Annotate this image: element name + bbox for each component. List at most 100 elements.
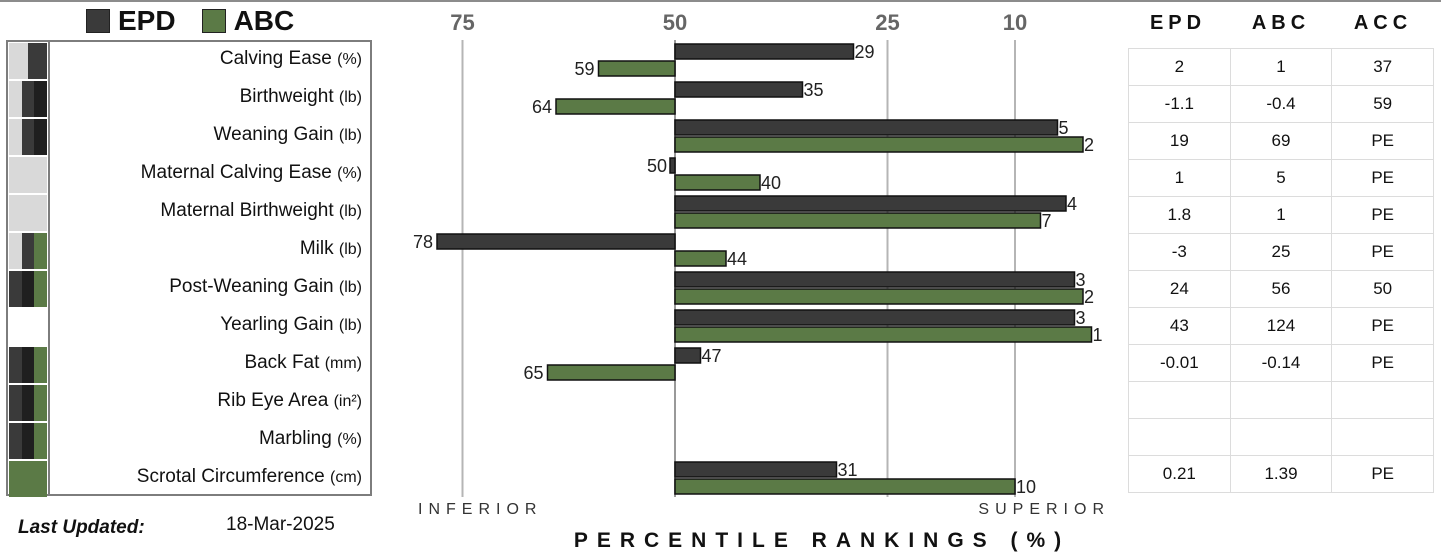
trait-name: Birthweight (239, 86, 339, 107)
bar-epd (674, 43, 855, 60)
trait-label: Maternal Birthweight (lb) (160, 192, 362, 230)
trait-unit: (%) (337, 165, 362, 182)
table-cell: PE (1331, 307, 1434, 345)
bar-value-label: 29 (855, 42, 875, 62)
table-cell: PE (1331, 233, 1434, 271)
indicator-column (8, 42, 50, 497)
trait-unit: (%) (337, 431, 362, 448)
bar-abc (674, 288, 1084, 305)
table-header-epd: EPD (1149, 12, 1207, 34)
table-row: -3 25 PE (1128, 233, 1434, 271)
bar-epd (669, 157, 676, 174)
table-row: 1.8 1 PE (1128, 196, 1434, 234)
table-row (1128, 381, 1434, 419)
trait-indicator (9, 309, 47, 345)
indicator-segment (9, 461, 47, 497)
table-cell: PE (1331, 196, 1434, 234)
bar-value-label: 44 (727, 249, 747, 269)
legend: EPD ABC (86, 4, 320, 38)
trait-name: Post-Weaning Gain (169, 276, 339, 297)
table-cell: 37 (1331, 48, 1434, 86)
trait-name: Milk (299, 238, 339, 259)
superior-label: SUPERIOR (978, 501, 1110, 518)
trait-name: Weaning Gain (213, 124, 339, 145)
trait-unit: (%) (337, 51, 362, 68)
trait-label: Post-Weaning Gain (lb) (169, 268, 362, 306)
bar-value-label: 47 (702, 346, 722, 366)
trait-indicator (9, 271, 47, 307)
x-tick-label: 10 (1003, 10, 1027, 35)
indicator-segment (28, 43, 47, 79)
trait-label: Back Fat (mm) (244, 344, 362, 382)
bar-epd (674, 195, 1067, 212)
trait-unit: (cm) (330, 469, 362, 486)
indicator-segment (34, 423, 47, 459)
table-cell: 69 (1229, 122, 1333, 160)
legend-label-abc: ABC (233, 5, 295, 36)
trait-label: Milk (lb) (300, 230, 362, 268)
table-cell: 0.21 (1128, 455, 1231, 493)
trait-indicator (9, 423, 47, 459)
trait-unit: (lb) (338, 317, 362, 334)
indicator-segment (34, 119, 47, 155)
bar-epd (674, 347, 702, 364)
trait-indicator (9, 461, 47, 497)
bar-abc (674, 478, 1016, 495)
indicator-segment (9, 347, 22, 383)
trait-label: Calving Ease (%) (220, 40, 362, 78)
table-row: -0.01 -0.14 PE (1128, 344, 1434, 382)
trait-name: Back Fat (244, 352, 325, 373)
table-cell: 1 (1128, 159, 1231, 197)
bar-value-label: 64 (532, 97, 552, 117)
bar-value-label: 50 (647, 156, 667, 176)
trait-indicator (9, 195, 47, 231)
bar-epd (674, 309, 1076, 326)
indicator-segment (21, 423, 35, 459)
table-cell: PE (1331, 344, 1434, 382)
legend-swatch-epd (86, 9, 110, 33)
last-updated-value: 18-Mar-2025 (226, 514, 335, 535)
bar-value-label: 59 (574, 59, 594, 79)
indicator-segment (9, 271, 22, 307)
indicator-segment (34, 385, 47, 421)
indicator-segment (9, 385, 22, 421)
indicator-segment (21, 81, 35, 117)
table-cell: PE (1331, 159, 1434, 197)
bar-abc (674, 136, 1084, 153)
inferior-label: INFERIOR (418, 501, 542, 518)
bar-value-label: 65 (523, 363, 543, 383)
indicator-segment (21, 385, 35, 421)
bar-abc (674, 174, 761, 191)
bar-abc (555, 98, 676, 115)
trait-name: Scrotal Circumference (136, 466, 331, 487)
indicator-segment (9, 157, 47, 193)
table-cell (1128, 381, 1231, 419)
bar-abc (674, 250, 727, 267)
indicator-segment (34, 347, 47, 383)
bar-abc (597, 60, 676, 77)
bar-value-label: 2 (1084, 135, 1094, 155)
table-row: 24 56 50 (1128, 270, 1434, 308)
bar-epd (436, 233, 676, 250)
table-cell (1128, 418, 1231, 456)
trait-name: Maternal Birthweight (160, 200, 339, 221)
indicator-segment (21, 233, 35, 269)
bar-value-label: 10 (1016, 477, 1036, 497)
table-cell: 43 (1128, 307, 1231, 345)
trait-label: Birthweight (lb) (240, 78, 362, 116)
trait-unit: (mm) (324, 355, 362, 372)
trait-unit: (lb) (338, 127, 362, 144)
trait-label: Maternal Calving Ease (%) (141, 154, 362, 192)
table-cell: PE (1331, 455, 1434, 493)
trait-unit: (lb) (338, 279, 362, 296)
bar-abc (674, 326, 1093, 343)
bar-abc (674, 212, 1042, 229)
trait-indicator (9, 119, 47, 155)
table-cell (1331, 381, 1434, 419)
x-tick-label: 50 (663, 10, 687, 35)
trait-name: Calving Ease (219, 48, 338, 69)
bar-value-label: 40 (761, 173, 781, 193)
trait-name: Yearling Gain (220, 314, 339, 335)
table-cell: -0.14 (1229, 344, 1333, 382)
bar-value-label: 7 (1042, 211, 1052, 231)
